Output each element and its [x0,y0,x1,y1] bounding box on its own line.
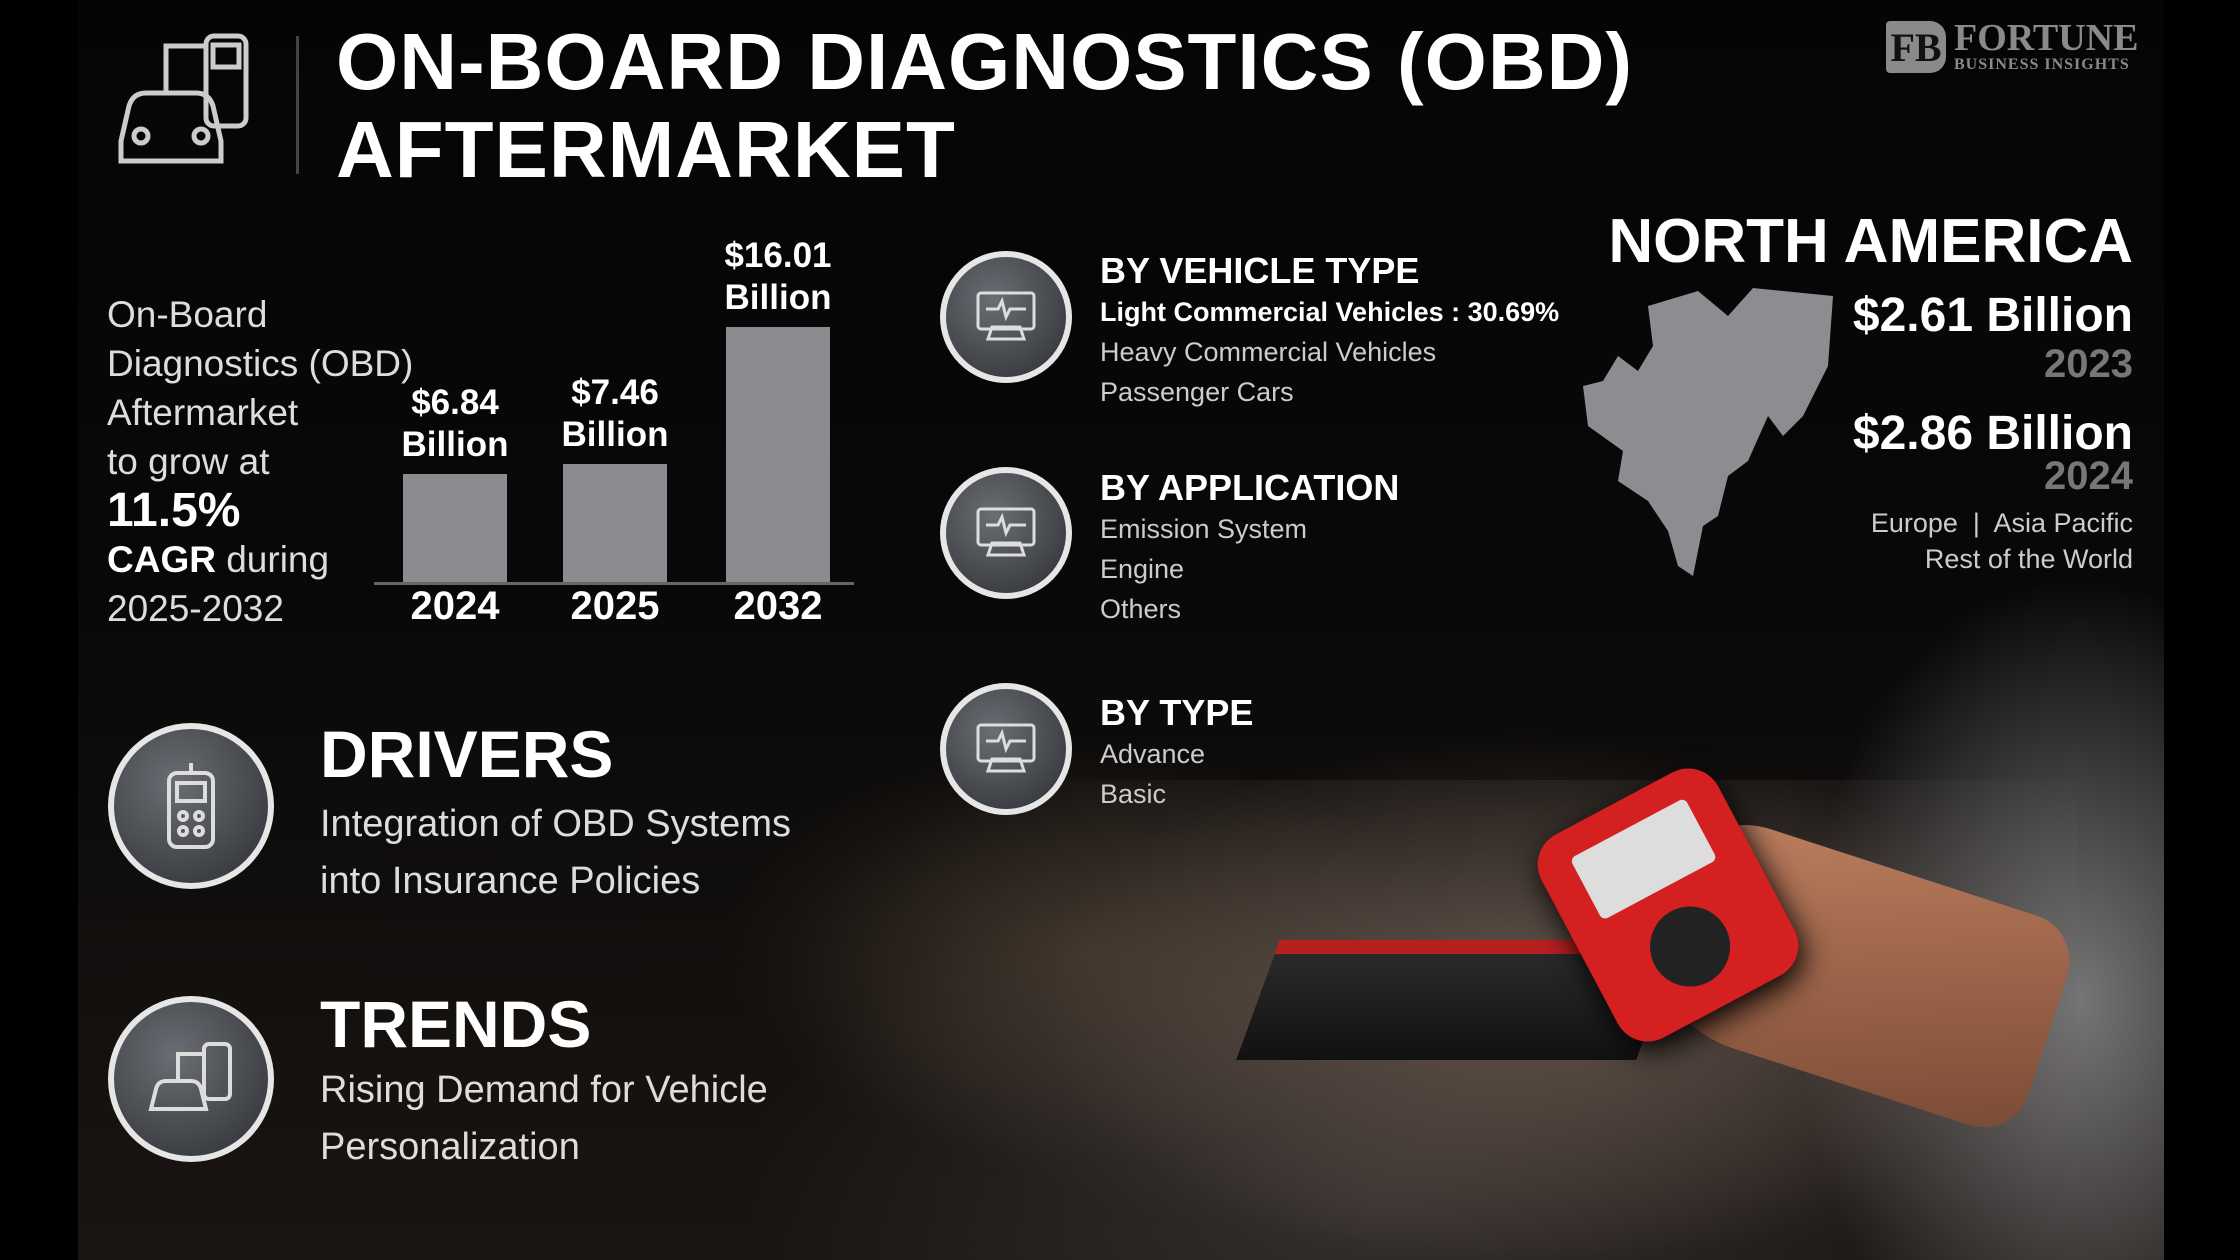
north-america-heading: NORTH AMERICA [1608,207,2133,276]
segment-item: Heavy Commercial Vehicles [1100,337,1437,367]
bar-2032 [726,327,830,583]
segment-item: Advance [1100,739,1206,769]
year-2024: 2024 [2044,454,2133,498]
trends-description: Rising Demand for Vehicle Personalizatio… [320,1062,768,1176]
segment-item: Emission System [1100,514,1308,544]
bar-value-label: $6.84 Billion [375,382,535,466]
bar-value-text: Billion [724,278,832,317]
segment-heading: BY VEHICLE TYPE [1100,250,1420,291]
forecast-period: 2025-2032 [107,588,284,629]
logo-text: FORTUNE [1954,17,2139,59]
page-title: ON-BOARD DIAGNOSTICS (OBD) AFTERMARKET [336,18,1633,194]
other-regions: Rest of the World [1924,544,2133,574]
bar-2025 [563,463,667,583]
car-diagnostic-icon [940,251,1072,383]
car-engine-gauge-icon [940,467,1072,599]
x-tick-label: 2032 [733,584,823,628]
obd-car-scanner-icon [111,31,257,174]
drivers-description: Integration of OBD Systems into Insuranc… [320,796,791,910]
x-tick-label: 2025 [570,584,660,628]
segment-heading: BY TYPE [1100,692,1254,733]
other-regions: Europe | Asia Pacific [1870,508,2133,538]
bar-2024 [403,473,507,583]
drivers-line: into Insurance Policies [320,860,701,902]
trends-car-scanner-icon [108,996,274,1162]
trends-line: Rising Demand for Vehicle [320,1069,768,1111]
trends-heading: TRENDS [320,987,592,1061]
bar-value-label: $16.01 Billion [698,235,858,319]
logo-mark: FB [1886,21,1946,73]
segment-block: BY APPLICATION Emission System Engine Other… [1100,467,1399,629]
drivers-obd-scanner-icon [108,723,274,889]
intro-line: Diagnostics (OBD) [107,343,414,384]
intro-line: to grow at [107,441,270,482]
infographic: ON-BOARD DIAGNOSTICS (OBD) AFTERMARKET F… [78,0,2164,1260]
segment-block: BY VEHICLE TYPE Light Commercial Vehicles… [1100,250,1559,412]
segment-item: Basic [1100,779,1167,809]
chart-baseline [374,582,854,585]
monitor-diagnostic-icon [940,683,1072,815]
title-line-2: AFTERMARKET [336,105,956,194]
intro-line: during [215,539,330,580]
fortune-business-insights-logo: FB FORTUNE BUSINESS INSIGHTS [1886,17,2139,74]
segment-item: Others [1100,594,1182,624]
header-divider [296,36,299,174]
segment-item: Light Commercial Vehicles : 30.69% [1100,297,1560,327]
x-tick-label: 2024 [410,584,500,628]
bar-value-text: Billion [561,414,669,454]
segment-heading: BY APPLICATION [1100,467,1400,508]
north-america-value-2023: $2.61 Billion [1852,289,2133,342]
intro-line: On-Board [107,294,268,335]
north-america-map [1578,286,1842,581]
bar-value-text: Billion [401,424,509,464]
intro-line: Aftermarket [107,392,299,433]
cagr-value: 11.5% [107,484,241,537]
growth-summary: On-Board Diagnostics (OBD) Aftermarket t… [107,290,413,633]
north-america-value-2024: $2.86 Billion [1852,407,2133,460]
year-2023: 2023 [2044,342,2133,386]
trends-line: Personalization [320,1126,580,1168]
segment-item: Passenger Cars [1100,377,1294,407]
bar-value-text: $16.01 [724,236,832,275]
title-line-1: ON-BOARD DIAGNOSTICS (OBD) [336,17,1634,106]
cagr-label: CAGR [107,539,216,580]
logo-subtext: BUSINESS INSIGHTS [1954,56,2130,73]
bar-value-label: $7.46 Billion [535,372,695,456]
drivers-heading: DRIVERS [320,717,614,791]
bar-value-text: $7.46 [571,372,659,412]
segment-block: BY TYPE Advance Basic [1100,692,1253,814]
drivers-line: Integration of OBD Systems [320,803,791,845]
segment-item: Engine [1100,554,1185,584]
bar-value-text: $6.84 [411,382,499,422]
